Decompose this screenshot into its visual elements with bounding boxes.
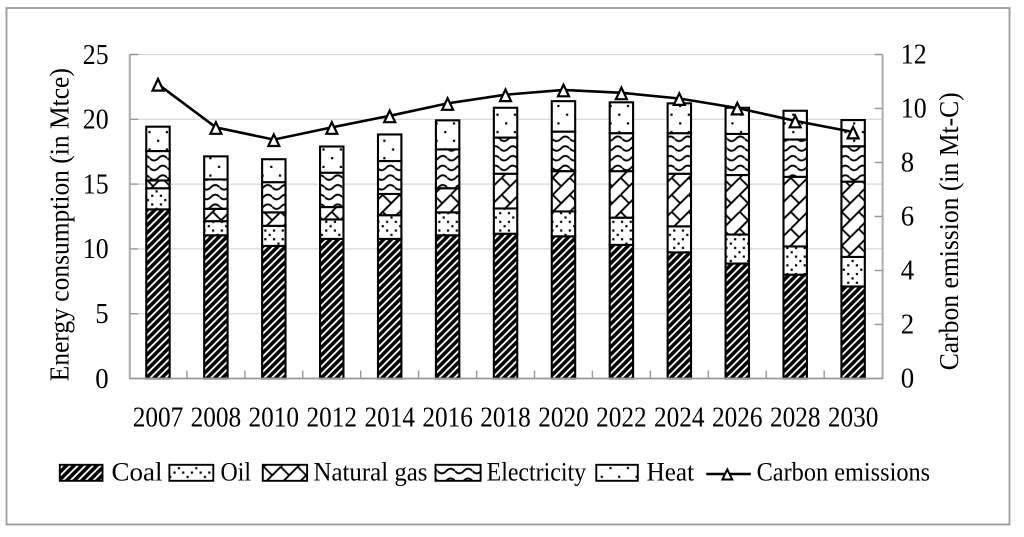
svg-text:15: 15 bbox=[83, 169, 109, 200]
svg-text:2007: 2007 bbox=[133, 403, 184, 434]
svg-text:10: 10 bbox=[83, 234, 109, 265]
svg-text:2026: 2026 bbox=[712, 403, 763, 434]
svg-text:Coal: Coal bbox=[112, 458, 163, 487]
svg-text:2030: 2030 bbox=[828, 403, 879, 434]
svg-text:2022: 2022 bbox=[596, 403, 647, 434]
svg-text:Energy consumption (in Mtce): Energy consumption (in Mtce) bbox=[44, 68, 74, 381]
svg-text:0: 0 bbox=[901, 364, 914, 395]
svg-text:20: 20 bbox=[83, 105, 109, 136]
svg-text:Heat: Heat bbox=[647, 458, 695, 487]
svg-text:Carbon emission (in Mt-C): Carbon emission (in Mt-C) bbox=[934, 92, 964, 370]
svg-text:2014: 2014 bbox=[364, 403, 415, 434]
svg-text:Electricity: Electricity bbox=[487, 458, 586, 487]
svg-text:0: 0 bbox=[95, 364, 108, 395]
svg-text:10: 10 bbox=[901, 94, 927, 125]
svg-text:5: 5 bbox=[95, 299, 108, 330]
svg-text:Carbon emissions: Carbon emissions bbox=[757, 458, 931, 487]
svg-text:2024: 2024 bbox=[654, 403, 705, 434]
svg-text:2016: 2016 bbox=[422, 403, 473, 434]
svg-text:4: 4 bbox=[901, 256, 914, 287]
svg-text:2: 2 bbox=[901, 310, 914, 341]
svg-text:Natural gas: Natural gas bbox=[314, 458, 428, 487]
svg-text:Oil: Oil bbox=[221, 458, 252, 487]
svg-text:12: 12 bbox=[901, 40, 927, 71]
svg-text:2012: 2012 bbox=[307, 403, 358, 434]
svg-text:2018: 2018 bbox=[480, 403, 531, 434]
svg-text:2010: 2010 bbox=[249, 403, 300, 434]
svg-text:2020: 2020 bbox=[538, 403, 589, 434]
svg-text:25: 25 bbox=[83, 40, 109, 71]
svg-text:8: 8 bbox=[901, 148, 914, 179]
svg-text:2008: 2008 bbox=[191, 403, 242, 434]
svg-text:6: 6 bbox=[901, 202, 914, 233]
svg-text:2028: 2028 bbox=[770, 403, 821, 434]
